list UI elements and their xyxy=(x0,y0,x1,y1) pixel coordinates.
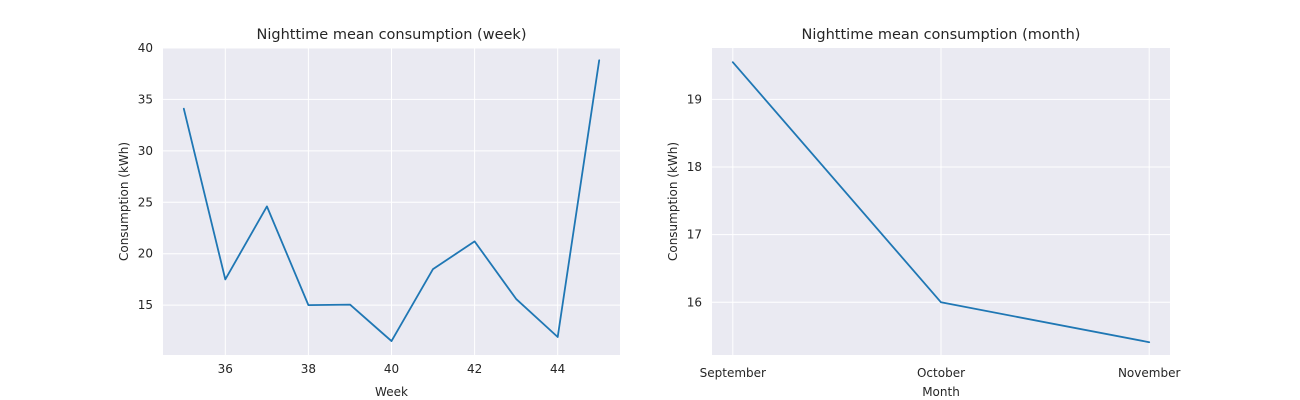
monthly-y-tick-label: 19 xyxy=(687,92,702,106)
monthly-x-tick-label: September xyxy=(700,366,766,380)
weekly-y-tick-label: 40 xyxy=(138,41,153,55)
weekly-chart: 36 38 40 42 44 15 20 25 30 35 40 Nighttime mean co… xyxy=(117,27,620,399)
monthly-x-tick-label: October xyxy=(917,366,965,380)
weekly-consumption-line xyxy=(182,59,601,343)
monthly-y-tick-label: 17 xyxy=(687,228,702,242)
monthly-chart-title: Nighttime mean consumption (month) xyxy=(802,27,1081,43)
weekly-x-tick-label: 40 xyxy=(384,362,399,376)
weekly-y-tick-label: 35 xyxy=(138,92,153,106)
monthly-x-tick-label: November xyxy=(1118,366,1180,380)
weekly-x-tick-label: 36 xyxy=(218,362,233,376)
weekly-x-tick-label: 44 xyxy=(550,362,565,376)
weekly-y-tick-label: 25 xyxy=(138,195,153,209)
weekly-y-tick-label: 30 xyxy=(138,144,153,158)
monthly-y-tick-label: 18 xyxy=(687,160,702,174)
weekly-x-tick-label: 38 xyxy=(301,362,316,376)
weekly-chart-title: Nighttime mean consumption (week) xyxy=(257,27,527,43)
monthly-y-axis-label: Consumption (kWh) xyxy=(666,142,680,261)
monthly-consumption-line xyxy=(731,61,1151,344)
monthly-chart: September October November 16 17 18 19 Nightti… xyxy=(666,27,1180,399)
weekly-x-axis-label: Week xyxy=(375,385,408,399)
monthly-x-axis-label: Month xyxy=(922,385,960,399)
monthly-y-tick-label: 16 xyxy=(687,295,702,309)
weekly-y-axis-label: Consumption (kWh) xyxy=(117,142,131,261)
weekly-y-tick-label: 20 xyxy=(138,247,153,261)
weekly-x-tick-label: 42 xyxy=(467,362,482,376)
weekly-y-tick-label: 15 xyxy=(138,298,153,312)
